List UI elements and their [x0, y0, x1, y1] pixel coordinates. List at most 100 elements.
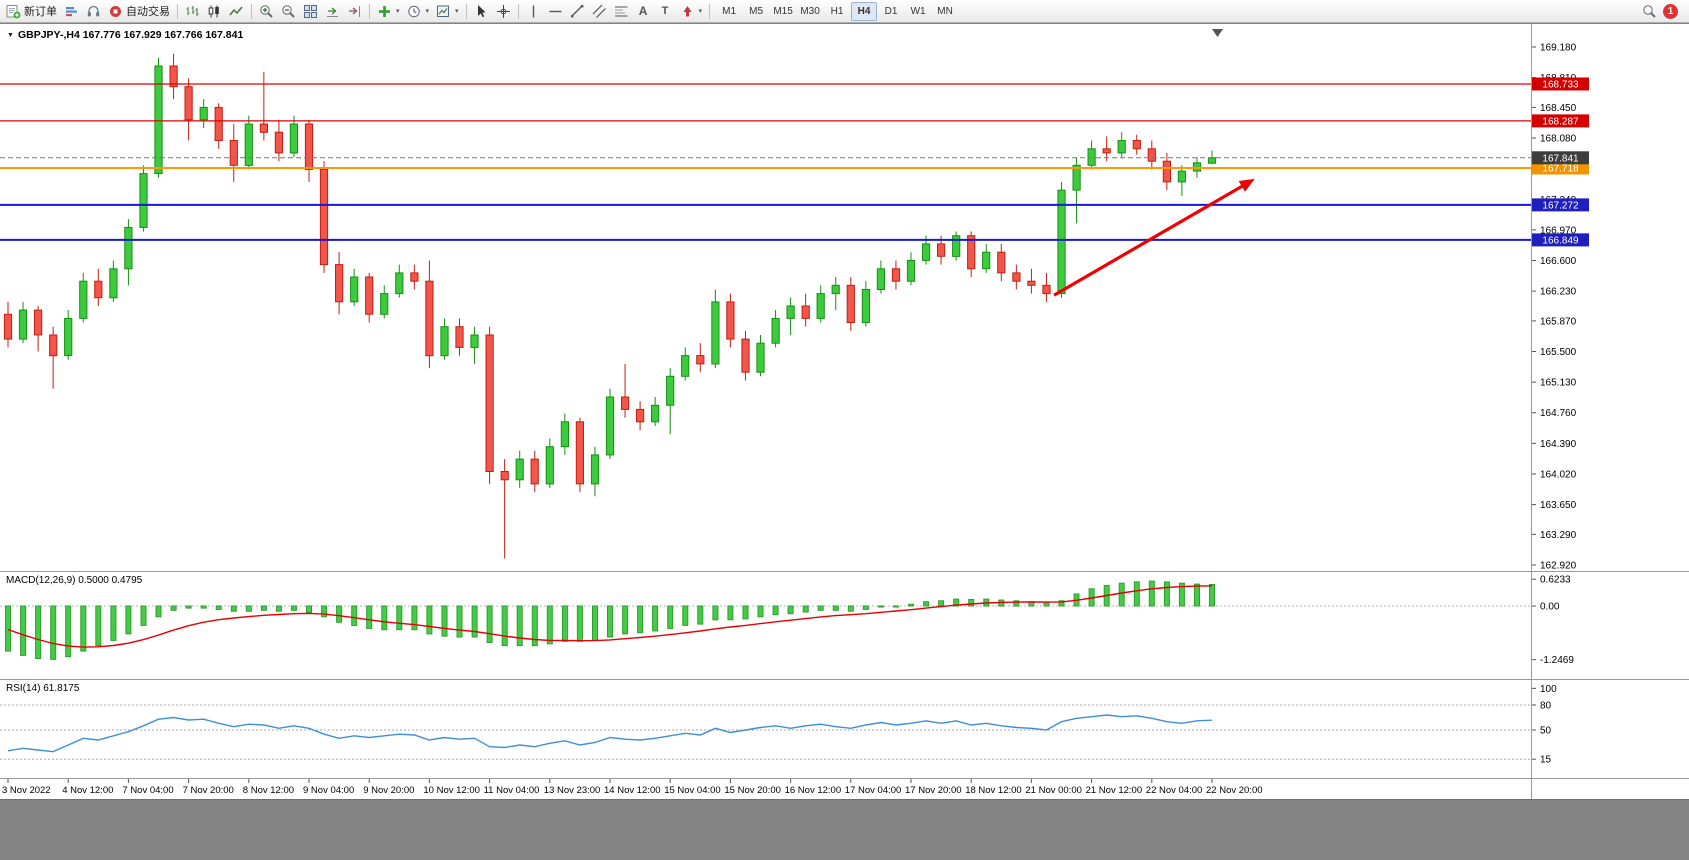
clock-icon	[407, 5, 420, 17]
cursor-button[interactable]	[471, 1, 492, 21]
vertical-line-button[interactable]	[523, 1, 544, 21]
toolbar-separator	[177, 3, 178, 19]
market-depth-icon	[66, 6, 77, 16]
macd-signal-line	[7, 585, 1213, 648]
svg-text:15 Nov 20:00: 15 Nov 20:00	[724, 785, 781, 796]
svg-text:166.849: 166.849	[1542, 235, 1579, 246]
toolbar-separator	[251, 3, 252, 19]
autotrading-label: 自动交易	[126, 6, 170, 18]
periods-menu-button[interactable]: ▾	[404, 1, 433, 21]
trendline-button[interactable]	[567, 1, 588, 21]
svg-text:162.920: 162.920	[1540, 561, 1577, 572]
text-button[interactable]: A	[633, 1, 654, 21]
auto-scroll-button[interactable]	[322, 1, 343, 21]
bar-chart-icon	[186, 5, 199, 16]
price-badge	[1532, 114, 1589, 128]
crosshair-button[interactable]	[493, 1, 514, 21]
chart-window[interactable]: 169.180168.810168.450168.080167.710167.3…	[0, 24, 1689, 799]
timeframe-m15[interactable]: M15	[773, 5, 793, 17]
svg-text:7 Nov 20:00: 7 Nov 20:00	[183, 785, 234, 796]
svg-text:16 Nov 12:00: 16 Nov 12:00	[785, 785, 842, 796]
add-indicator-icon	[379, 5, 390, 17]
channel-icon	[592, 4, 606, 18]
price-badge	[1532, 151, 1589, 165]
chart-symbol-label[interactable]: ▼ GBPJPY-,H4 167.776 167.929 167.766 167…	[7, 29, 243, 41]
price-badge	[1532, 77, 1589, 91]
zoom-in-button[interactable]	[256, 1, 277, 21]
autotrading-status-icon	[110, 5, 121, 17]
chart-shift-button[interactable]	[344, 1, 365, 21]
trendline-icon	[570, 4, 583, 17]
price-badge	[1532, 233, 1589, 247]
line-chart-button[interactable]	[226, 1, 247, 21]
svg-text:3 Nov 2022: 3 Nov 2022	[2, 785, 51, 796]
arrow-object-icon	[683, 5, 692, 16]
line-chart-icon	[229, 6, 243, 15]
market-depth-button[interactable]	[61, 1, 82, 21]
timeframe-h1[interactable]: H1	[830, 5, 844, 17]
svg-text:4 Nov 12:00: 4 Nov 12:00	[62, 785, 113, 796]
timeframe-mn[interactable]: MN	[937, 5, 953, 17]
autotrading-button[interactable]: 自动交易	[105, 1, 173, 21]
timeframe-w1[interactable]: W1	[910, 5, 926, 17]
bar-chart-button[interactable]	[182, 1, 203, 21]
horizontal-line-button[interactable]	[545, 1, 566, 21]
macd-axis-labels: 0.6233 0.00 -1.2469	[1532, 575, 1574, 666]
rsi-line	[7, 714, 1213, 753]
timeframe-h4[interactable]: H4	[851, 1, 878, 21]
svg-text:165.870: 165.870	[1540, 316, 1577, 327]
indicators-button[interactable]: ▾	[374, 1, 403, 21]
headset-icon	[87, 5, 100, 16]
svg-text:168.450: 168.450	[1540, 103, 1577, 114]
chart-shift-icon	[349, 5, 360, 17]
svg-text:167.272: 167.272	[1542, 200, 1579, 211]
candlestick-chart-button[interactable]	[204, 1, 225, 21]
search-button[interactable]	[1639, 1, 1660, 21]
svg-text:100: 100	[1540, 684, 1557, 695]
rsi-label: RSI(14) 61.8175	[6, 683, 80, 694]
svg-text:15: 15	[1540, 755, 1552, 766]
horizontal-levels[interactable]: 168.733 168.287 167.718 167.272 166.849 167.8…	[0, 77, 1589, 247]
templates-button[interactable]: ▾	[433, 1, 462, 21]
price-chart[interactable]: 169.180168.810168.450168.080167.710167.3…	[0, 24, 1689, 799]
tile-windows-button[interactable]	[300, 1, 321, 21]
chevron-down-icon: ▾	[455, 8, 459, 15]
timeframe-m30[interactable]: M30	[800, 5, 820, 17]
svg-text:10 Nov 12:00: 10 Nov 12:00	[423, 785, 480, 796]
channel-button[interactable]	[589, 1, 610, 21]
crosshair-icon	[496, 4, 510, 18]
svg-text:164.390: 164.390	[1540, 439, 1577, 450]
horizontal-line-icon	[549, 10, 562, 12]
sound-alerts-button[interactable]	[83, 1, 104, 21]
notification-count: 1	[1667, 5, 1674, 17]
svg-text:14 Nov 12:00: 14 Nov 12:00	[604, 785, 661, 796]
toolbar-separator	[709, 3, 711, 19]
fibonacci-button[interactable]	[611, 1, 632, 21]
time-axis: 3 Nov 2022 4 Nov 12:00 7 Nov 04:00 7 Nov 20…	[2, 779, 1263, 796]
svg-text:-1.2469: -1.2469	[1540, 655, 1574, 666]
timeframe-m5[interactable]: M5	[749, 5, 764, 17]
new-order-label: 新订单	[24, 6, 57, 18]
zoom-out-button[interactable]	[278, 1, 299, 21]
symbol-ohlc-text: GBPJPY-,H4 167.776 167.929 167.766 167.8…	[17, 29, 244, 41]
text-label-button[interactable]: T	[655, 1, 676, 21]
svg-text:50: 50	[1540, 726, 1552, 737]
svg-text:13 Nov 23:00: 13 Nov 23:00	[544, 785, 601, 796]
svg-text:164.760: 164.760	[1540, 408, 1577, 419]
svg-text:166.230: 166.230	[1540, 287, 1577, 298]
svg-text:163.290: 163.290	[1540, 530, 1577, 541]
text-label-icon: T	[661, 4, 669, 17]
tile-windows-icon	[304, 4, 317, 18]
vertical-line-icon	[532, 5, 534, 17]
chart-shift-marker[interactable]	[1212, 29, 1223, 37]
arrows-button[interactable]: ▾	[677, 1, 706, 21]
timeframe-d1[interactable]: D1	[884, 5, 898, 17]
svg-text:21 Nov 00:00: 21 Nov 00:00	[1025, 785, 1082, 796]
svg-text:80: 80	[1540, 701, 1552, 712]
svg-text:18 Nov 12:00: 18 Nov 12:00	[965, 785, 1022, 796]
timeframe-m1[interactable]: M1	[722, 5, 737, 17]
new-order-button[interactable]: 新订单	[3, 1, 60, 21]
trend-arrow[interactable]	[1053, 180, 1251, 297]
notification-badge[interactable]: 1	[1663, 3, 1678, 19]
svg-text:7 Nov 04:00: 7 Nov 04:00	[122, 785, 173, 796]
